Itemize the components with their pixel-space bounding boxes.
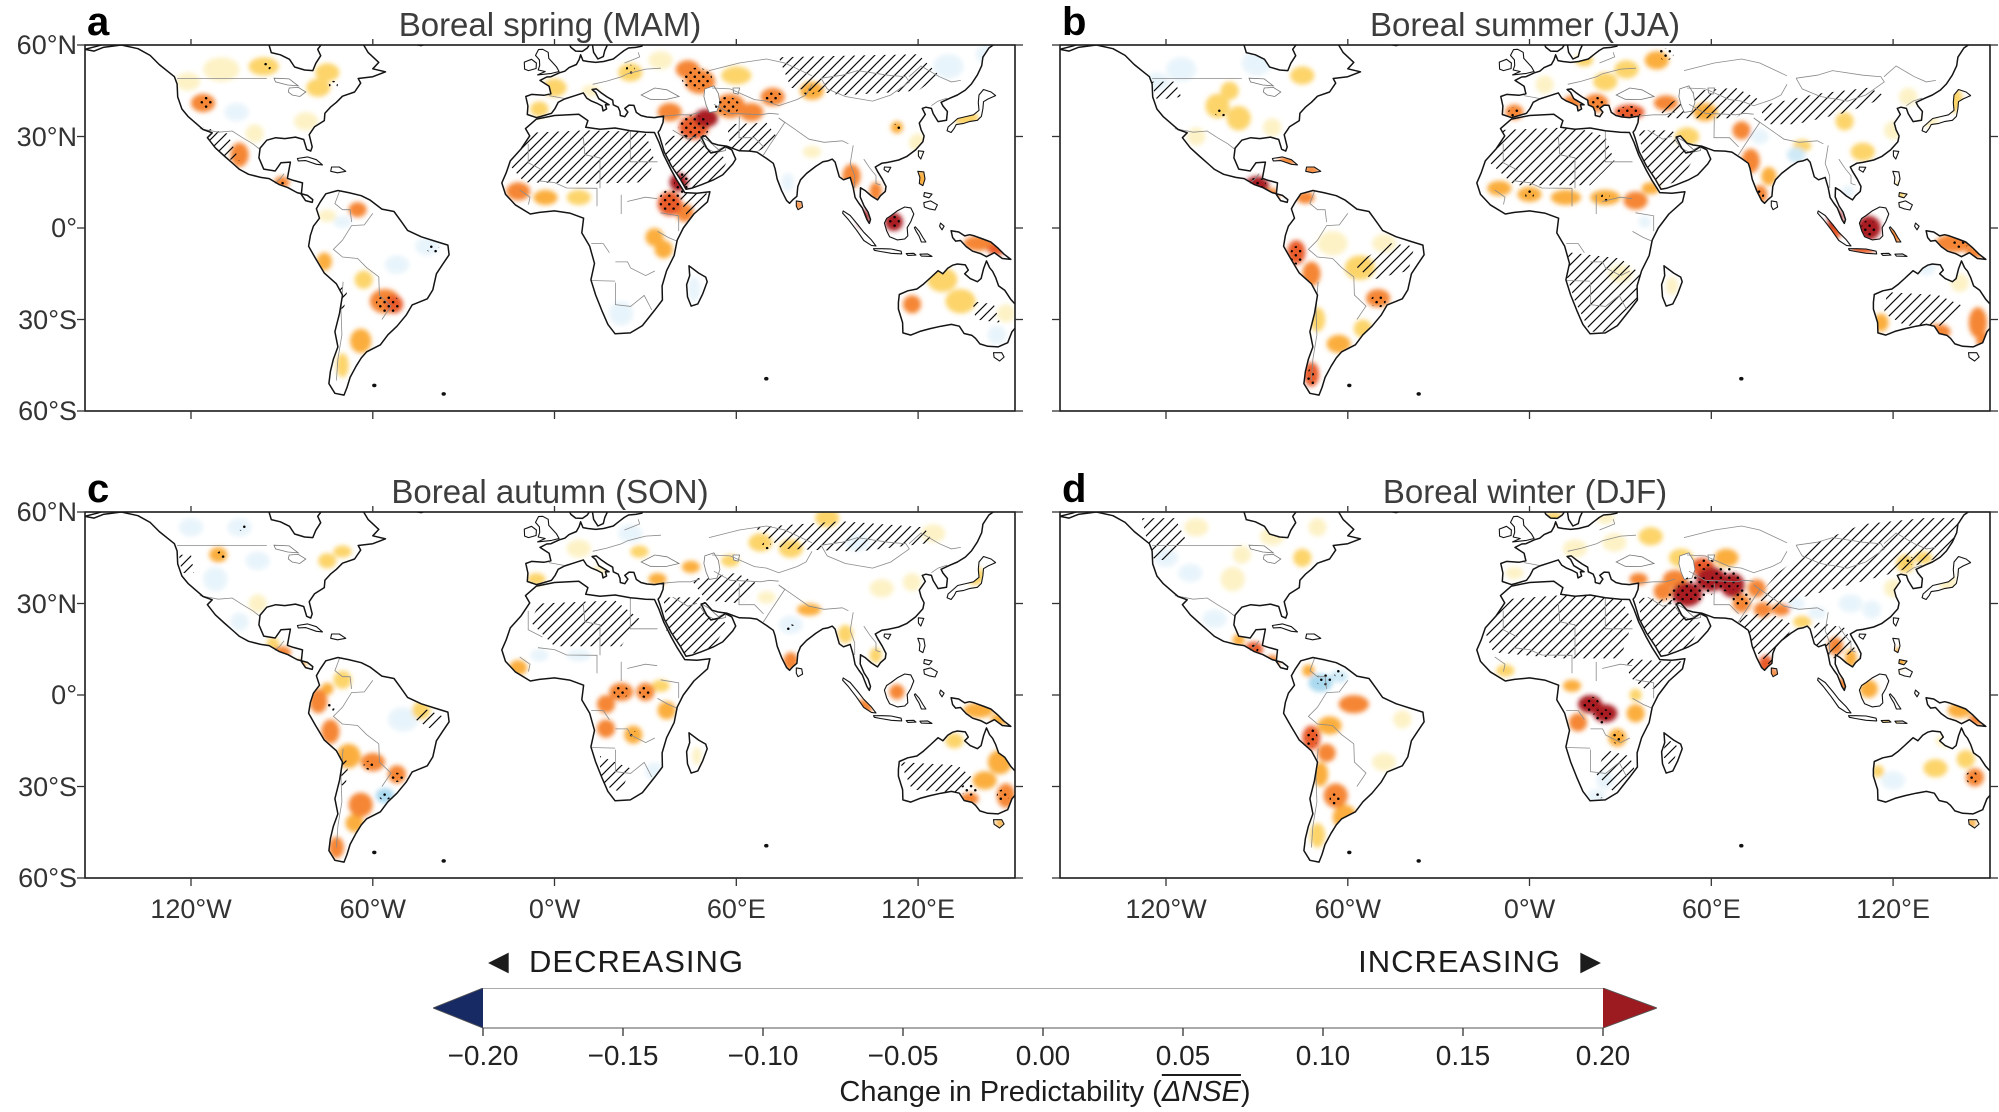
country-borders-layer-a [177, 52, 961, 381]
colorbar-tick-label: 0.20 [1575, 1040, 1631, 1071]
colorbar-left-arrow [433, 988, 483, 1028]
colorbar-tick-label: −0.10 [727, 1040, 799, 1071]
hatch-layer-b [1150, 81, 1966, 332]
y-axis-label: 30°N [16, 588, 77, 619]
panel-letter-a: a [87, 0, 110, 44]
colorbar-tick-labels: −0.20 −0.15 −0.10 −0.05 0.00 0.05 0.10 0.15 0.20 [433, 1040, 1657, 1072]
x-axis-label: 0°W [1503, 894, 1556, 924]
lakes-layer-b [1248, 77, 1716, 154]
lakes-layer-c [273, 544, 741, 621]
stipple-layer-d [1249, 556, 1978, 805]
y-axis-label: 60°N [16, 30, 77, 60]
country-borders-layer-b [1152, 52, 1936, 381]
panel-letter-c: c [87, 467, 110, 511]
y-axis-label: 0° [51, 213, 77, 243]
colorbar-caption: Change in Predictability (ΔNSE) [839, 1076, 1251, 1108]
colorbar-scale-svg [433, 988, 1657, 1036]
colorbar-outline [433, 988, 1657, 1029]
colorbar-tick-label: −0.05 [867, 1040, 939, 1071]
map-content-b [1060, 45, 1990, 396]
colorbar-tick-label: 0.15 [1435, 1040, 1491, 1071]
y-axis-label: 0° [51, 680, 77, 710]
colorbar-tick-label: 0.05 [1155, 1040, 1211, 1071]
colorbar-increasing-label: INCREASING ▶ [1358, 944, 1602, 979]
axis-ticks-b [1052, 39, 1998, 419]
map-content-c [85, 512, 1015, 863]
panel-title-d: Boreal winter (DJF) [1382, 473, 1668, 510]
stipple-layer-a [198, 62, 901, 314]
x-axis-label: 60°E [1681, 894, 1741, 924]
map-panel-d [1052, 506, 1998, 886]
y-axis-label: 30°N [16, 121, 77, 152]
axis-ticks-d [1052, 506, 1998, 886]
colorbar-tick-label: 0.00 [1015, 1040, 1071, 1071]
panel-letter-d: d [1062, 467, 1087, 511]
colorbar-decreasing-label: ◀ DECREASING [488, 944, 744, 979]
y-axis-label: 60°S [18, 396, 77, 426]
y-axis-label: 60°S [18, 863, 77, 893]
y-axis-label: 30°S [18, 771, 77, 802]
axis-ticks-a [77, 39, 1023, 419]
right-arrow-icon: ▶ [1580, 946, 1602, 976]
hatch-layer-c [178, 521, 976, 793]
world-map-svg-c [77, 506, 1023, 886]
colorbar-tick-label: 0.10 [1295, 1040, 1351, 1071]
coastline-layer-b [1060, 45, 1990, 396]
panel-letter-b: b [1062, 0, 1087, 44]
left-arrow-icon: ◀ [488, 946, 510, 976]
world-map-svg-b [1052, 39, 1998, 419]
colorbar-right-arrow [1603, 988, 1657, 1028]
country-borders-layer-d [1152, 519, 1936, 848]
x-axis-label: 120°W [150, 894, 232, 924]
map-content-a [85, 45, 1015, 396]
panel-title-b: Boreal summer (JJA) [1370, 6, 1680, 43]
map-panel-a [77, 39, 1023, 419]
world-map-svg-a [77, 39, 1023, 419]
coastline-layer-a [85, 45, 1015, 396]
colorbar-caption-math: ΔNSE [1161, 1076, 1241, 1108]
x-axis-label: 120°E [881, 894, 955, 924]
map-panel-c [77, 506, 1023, 886]
hatch-layer-d [1141, 518, 1984, 793]
x-axis-label: 120°E [1856, 894, 1930, 924]
x-axis-label: 60°E [706, 894, 766, 924]
stipple-layer-c [216, 523, 1010, 802]
x-axis-label: 60°W [1314, 894, 1381, 924]
map-panel-b [1052, 39, 1998, 419]
country-borders-layer-c [177, 519, 961, 848]
y-axis-label: 60°N [16, 497, 77, 527]
panel-title-c: Boreal autumn (SON) [391, 473, 709, 510]
coastline-layer-c [85, 512, 1015, 863]
panel-title-a: Boreal spring (MAM) [398, 6, 702, 43]
colorbar: ◀ DECREASING INCREASING ▶ −0.20 −0.15 −0.1… [433, 944, 1657, 1112]
coastline-layer-d [1060, 512, 1990, 863]
y-axis-label: 30°S [18, 304, 77, 335]
x-axis-label: 0°W [528, 894, 581, 924]
map-content-d [1060, 512, 1990, 863]
x-axis-label: 120°W [1125, 894, 1207, 924]
x-axis-label: 60°W [339, 894, 406, 924]
colorbar-tick-label: −0.15 [587, 1040, 659, 1071]
axis-ticks-c [77, 506, 1023, 886]
world-map-svg-d [1052, 506, 1998, 886]
colorbar-tick-label: −0.20 [447, 1040, 519, 1071]
